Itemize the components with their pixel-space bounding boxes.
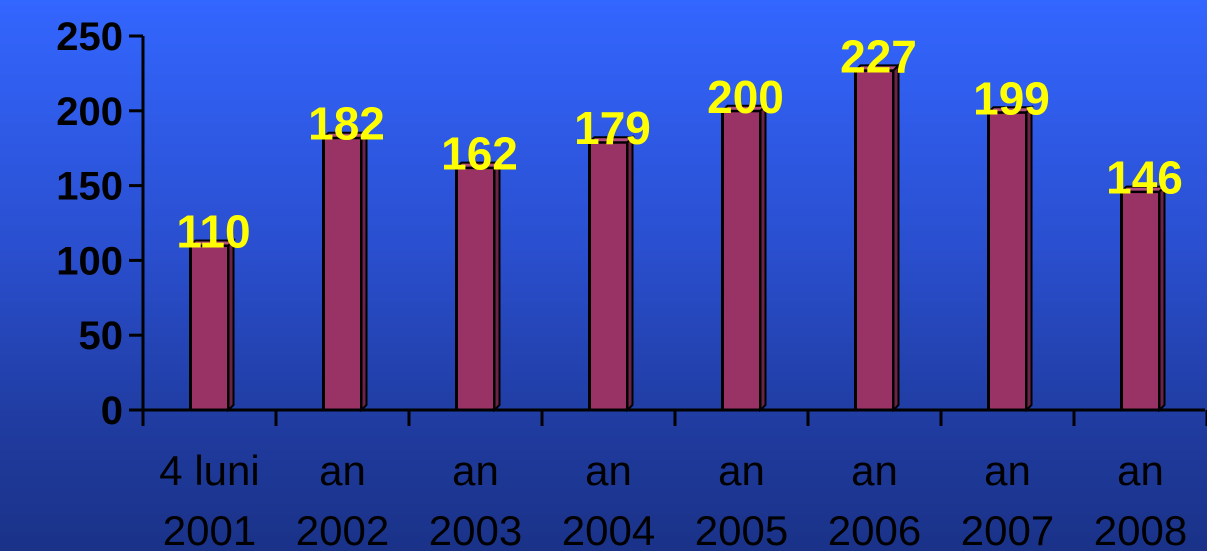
bar-7	[1119, 184, 1167, 413]
bar-5	[853, 62, 901, 413]
bar-face	[455, 166, 496, 412]
data-label: 110	[176, 205, 250, 257]
data-labels-group: 110 182 162 179 200 227 199 146	[176, 30, 1182, 257]
bar-face	[322, 136, 363, 412]
x-tick-label-line2: 2007	[961, 507, 1054, 551]
bar-face	[721, 109, 762, 412]
bar-face	[189, 243, 230, 412]
bar-side	[1158, 184, 1166, 413]
x-tick-label-line1: an	[1117, 447, 1164, 494]
x-tick-label-line2: 2003	[429, 507, 522, 551]
x-tick-label-line1: an	[718, 447, 765, 494]
x-tick-label-line2: 2001	[163, 507, 256, 551]
bar-side	[360, 130, 368, 413]
x-tick-label-line1: an	[984, 447, 1031, 494]
y-tick-label: 150	[56, 165, 123, 209]
axes-group: 0 50 100 150 200 250 4 luni 2001 an 2002 an 2003 an 2…	[56, 15, 1207, 551]
data-label: 179	[574, 102, 651, 154]
bars-group	[188, 62, 1167, 413]
bar-side	[626, 134, 634, 413]
bar-face	[588, 140, 629, 412]
bar-face	[854, 68, 895, 412]
x-tick-label-line1: 4 luni	[159, 447, 259, 494]
y-tick-label: 250	[56, 15, 123, 59]
x-tick-label-line2: 2002	[296, 507, 389, 551]
x-tick-label-line2: 2004	[562, 507, 655, 551]
bar-3	[587, 134, 635, 413]
bar-4	[720, 103, 768, 413]
bar-side	[892, 62, 900, 413]
x-tick-label-line1: an	[452, 447, 499, 494]
data-label: 146	[1106, 152, 1183, 204]
y-tick-label: 200	[56, 90, 123, 134]
x-tick-label-line1: an	[851, 447, 898, 494]
bar-side	[493, 160, 501, 413]
x-tick-label-line2: 2006	[828, 507, 921, 551]
bar-0	[188, 238, 236, 413]
bar-face	[987, 110, 1028, 412]
data-label: 162	[441, 128, 518, 180]
bar-side	[1025, 104, 1033, 413]
bar-side	[759, 103, 767, 413]
y-tick-label: 50	[79, 314, 124, 358]
x-tick-label-line1: an	[319, 447, 366, 494]
x-tick-label-line2: 2008	[1094, 507, 1187, 551]
y-tick-label: 100	[56, 239, 123, 283]
data-label: 182	[308, 98, 385, 150]
bar-1	[321, 130, 369, 413]
bar-2	[454, 160, 502, 413]
bar-side	[227, 238, 235, 413]
x-tick-label-line2: 2005	[695, 507, 788, 551]
data-label: 227	[840, 30, 917, 82]
bar-face	[1120, 190, 1161, 412]
data-label: 199	[973, 72, 1050, 124]
x-tick-label-line1: an	[585, 447, 632, 494]
bar-6	[986, 104, 1034, 413]
y-tick-label: 0	[101, 389, 123, 433]
data-label: 200	[707, 71, 784, 123]
